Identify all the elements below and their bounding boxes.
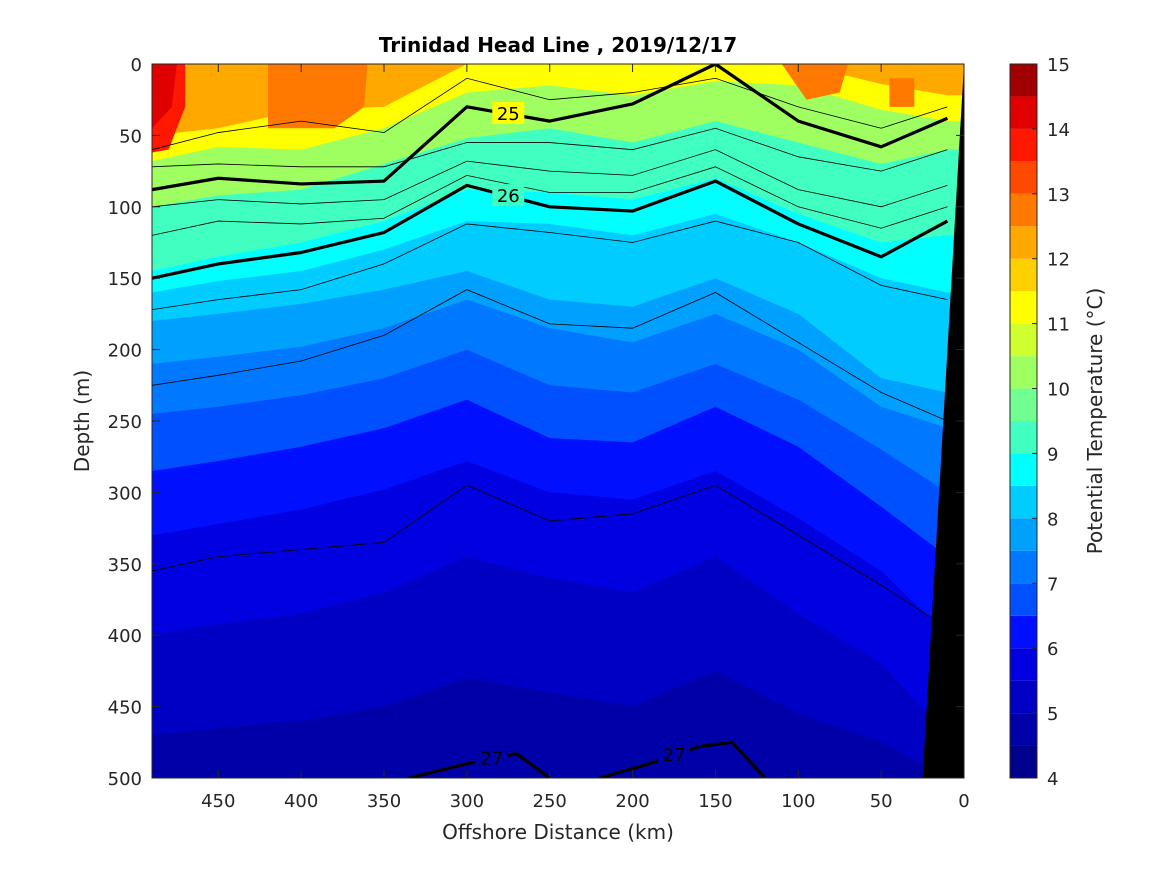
colorbar-tick-label-14: 14 [1047,120,1070,141]
y-tick-label-50: 50 [119,126,142,147]
thin-contour-2 [152,149,948,208]
thin-contour-1 [152,127,948,172]
contour-label-26-1: 26 [497,186,520,207]
colorbar-tick-label-6: 6 [1047,639,1058,660]
contour-label-25-0: 25 [497,104,520,125]
colorbar-swatch-8 [1010,485,1037,519]
x-tick-label-150: 150 [698,791,732,812]
colorbar-tick-label-11: 11 [1047,315,1070,336]
x-axis-ticks: 450 400 350 300 250 200 150 100 50 0 [201,64,970,812]
colorbar-swatch-7 [1010,518,1037,551]
colorbar-tick-label-12: 12 [1047,250,1070,271]
colorbar-swatch-9 [1010,453,1037,486]
y-axis-label: Depth (m) [70,370,94,472]
plot-area: 25 26 27 27 [152,64,964,778]
y-tick-label-150: 150 [108,269,142,290]
colorbar-tick-label-5: 5 [1047,704,1058,725]
colorbar-swatch-11 [1010,388,1037,421]
x-tick-label-50: 50 [870,791,893,812]
thin-contour-6 [152,484,948,629]
colorbar-swatch-6 [1010,550,1037,584]
temperature-fills [152,64,964,778]
y-tick-label-500: 500 [108,769,142,790]
colorbar-swatch-17 [1010,193,1037,227]
colorbar-label: Potential Temperature (°C) [1083,288,1107,555]
x-tick-label-100: 100 [781,791,815,812]
colorbar-swatch-21 [1010,64,1037,97]
colorbar-swatch-5 [1010,583,1037,616]
fill-patch-warm-5 [889,78,915,107]
colorbar-tick-label-10: 10 [1047,380,1070,401]
colorbar-swatch-10 [1010,421,1037,454]
y-axis-ticks: 0 50 100 150 200 250 300 350 400 450 500 [108,55,964,790]
y-tick-label-100: 100 [108,198,142,219]
colorbar-swatch-1 [1010,713,1037,746]
colorbar-tick-label-7: 7 [1047,574,1058,595]
x-tick-label-0: 0 [958,791,969,812]
y-tick-label-250: 250 [108,412,142,433]
thin-contour-0 [152,77,948,151]
colorbar-swatch-18 [1010,161,1037,194]
colorbar-tick-label-8: 8 [1047,509,1058,530]
y-tick-label-0: 0 [131,55,142,76]
colorbar-tick-label-15: 15 [1047,55,1070,76]
contour-label-bg-0 [492,101,525,124]
colorbar-swatch-19 [1010,128,1037,162]
fill-patch-warm-3 [268,64,368,129]
colorbar-swatch-20 [1010,96,1037,129]
y-tick-label-200: 200 [108,341,142,362]
contour-label-bg-3 [658,743,690,766]
colorbar-swatch-12 [1010,356,1037,389]
colorbar-swatch-0 [1010,745,1037,778]
contour-label-27-3: 27 [663,745,686,766]
contour-label-bg-1 [492,184,525,207]
labeled-contour-lines: 25 26 27 27 [152,64,949,778]
y-tick-label-450: 450 [108,698,142,719]
x-axis-label: Offshore Distance (km) [442,820,674,844]
colorbar-swatch-4 [1010,615,1037,649]
fill-patch-warm-2 [152,64,177,129]
x-tick-label-450: 450 [201,791,235,812]
contour-26-line-1 [152,179,949,280]
y-tick-label-300: 300 [108,483,142,504]
colorbar-swatch-13 [1010,323,1037,357]
x-tick-label-300: 300 [450,791,484,812]
colorbar-tick-label-9: 9 [1047,444,1058,465]
thin-contour-lines [152,77,948,629]
contour-27-line-3 [598,740,767,778]
colorbar-swatch-15 [1010,258,1037,292]
y-tick-label-400: 400 [108,626,142,647]
bathymetry-shape [922,64,964,778]
colorbar-swatch-3 [1010,648,1037,681]
colorbar: 4 5 6 7 8 9 10 11 12 13 14 15 [1009,55,1070,790]
thin-contour-3 [152,166,948,236]
colorbar-tick-label-4: 4 [1047,769,1058,790]
colorbar-swatch-2 [1010,680,1037,714]
chart-title: Trinidad Head Line , 2019/12/17 [379,33,737,57]
colorbar-swatch-16 [1010,226,1037,259]
fill-patch-warm-4 [781,64,848,100]
x-tick-label-350: 350 [367,791,401,812]
x-tick-label-250: 250 [533,791,567,812]
colorbar-frame [1009,63,1038,779]
contour-25-line-0 [152,64,949,192]
y-tick-label-350: 350 [108,555,142,576]
x-tick-label-200: 200 [615,791,649,812]
contour-label-bg-2 [475,746,508,769]
x-tick-label-400: 400 [284,791,318,812]
colorbar-tick-label-13: 13 [1047,185,1070,206]
colorbar-swatch-14 [1010,291,1037,324]
contour-label-27-2: 27 [480,749,503,770]
thin-contour-5 [152,289,948,422]
thin-contour-4 [152,220,948,311]
